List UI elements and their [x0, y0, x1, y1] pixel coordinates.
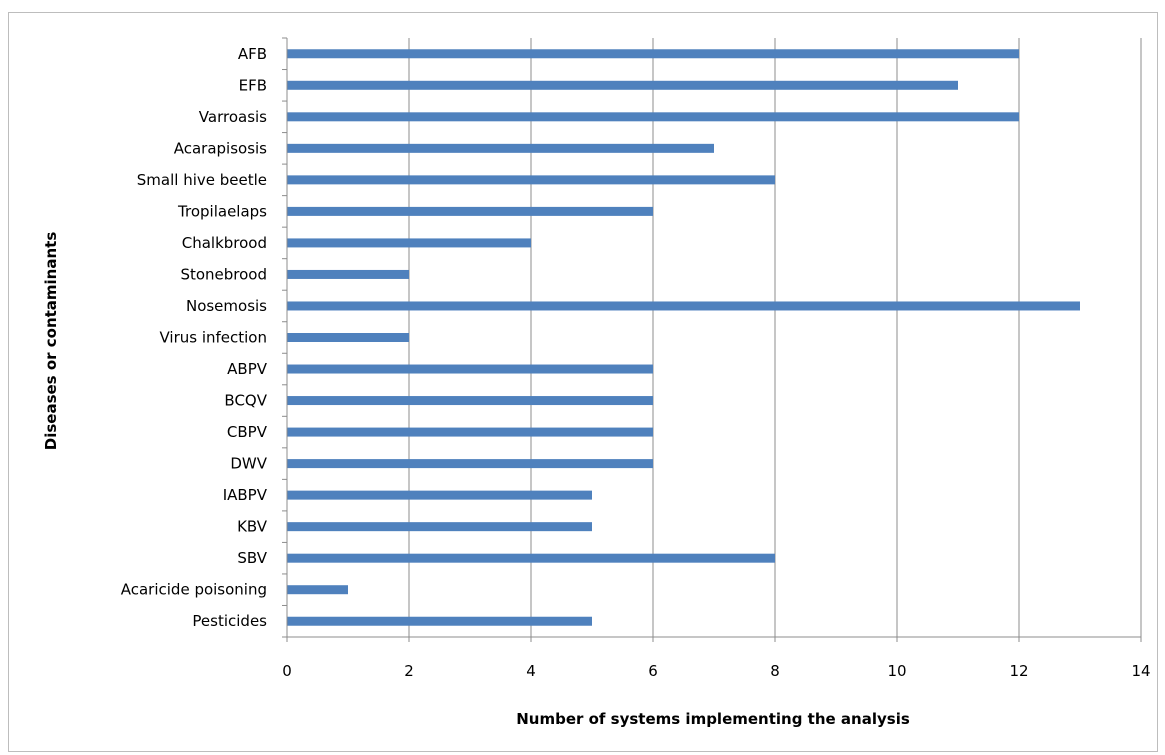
bar — [287, 175, 775, 185]
category-label: Acarapisosis — [174, 139, 267, 157]
gridlines — [408, 38, 1142, 637]
bars — [287, 49, 1080, 626]
category-label: IABPV — [223, 486, 268, 504]
x-axis-title: Number of systems implementing the analy… — [516, 710, 910, 728]
bar — [287, 238, 531, 248]
bar — [287, 459, 653, 469]
x-tick-label: 2 — [404, 662, 414, 680]
bar — [287, 206, 653, 216]
x-tick-label: 8 — [770, 662, 780, 680]
category-label: SBV — [237, 549, 267, 567]
bar — [287, 80, 958, 90]
category-label: Acaricide poisoning — [121, 581, 267, 599]
x-tick-label: 0 — [282, 662, 292, 680]
bar — [287, 522, 592, 532]
category-label: ABPV — [227, 360, 268, 378]
category-label: Pesticides — [192, 612, 267, 630]
bar — [287, 616, 592, 626]
category-label: Nosemosis — [186, 297, 267, 315]
category-label: KBV — [237, 518, 268, 536]
category-label: Virus infection — [159, 329, 267, 347]
bar — [287, 490, 592, 500]
bar — [287, 396, 653, 406]
category-label: Tropilaelaps — [177, 202, 267, 220]
y-axis-title: Diseases or contaminants — [42, 232, 60, 451]
axes — [282, 37, 1142, 642]
category-label: Chalkbrood — [182, 234, 267, 252]
category-label: Varroasis — [199, 108, 267, 126]
bar — [287, 301, 1080, 311]
x-tick-label: 4 — [526, 662, 536, 680]
bar — [287, 333, 409, 342]
bar — [287, 269, 409, 279]
bar — [287, 143, 714, 153]
category-label: EFB — [239, 76, 267, 94]
bar — [287, 427, 653, 437]
category-label: CBPV — [227, 423, 268, 441]
bar — [287, 585, 348, 595]
bar — [287, 49, 1019, 59]
category-label: Small hive beetle — [137, 171, 267, 189]
bar — [287, 553, 775, 563]
bar — [287, 112, 1019, 122]
category-label: DWV — [230, 455, 267, 473]
chart-frame — [8, 12, 1158, 752]
x-tick-label: 12 — [1009, 662, 1028, 680]
x-tick-label: 6 — [648, 662, 658, 680]
category-label: AFB — [238, 45, 267, 63]
category-label: BCQV — [224, 392, 267, 410]
labels: 0 2 4 6 8 10 12 14 AFB EFB Varroasis Acarapisosis Sm… — [121, 45, 1151, 680]
category-label: Stonebrood — [180, 265, 267, 283]
x-tick-label: 10 — [887, 662, 906, 680]
x-tick-label: 14 — [1131, 662, 1150, 680]
bar — [287, 364, 653, 374]
